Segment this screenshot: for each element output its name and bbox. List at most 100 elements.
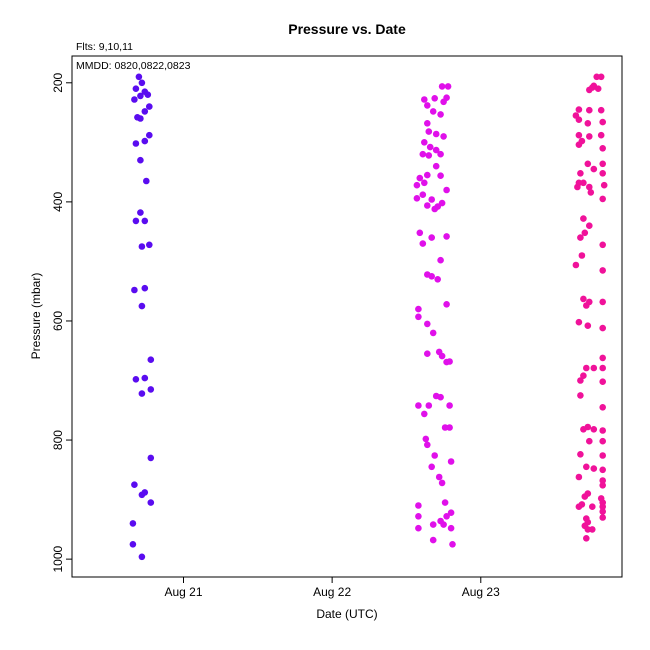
flight-3-point [599, 437, 606, 445]
flight-2-point [440, 133, 447, 140]
flight-2-point [431, 452, 439, 459]
flight-3-point [587, 189, 595, 196]
flight-3-point [581, 229, 589, 237]
flight-2-point [416, 174, 424, 182]
flight-3-point [589, 503, 596, 511]
flight-2-point [431, 95, 439, 102]
flight-1-point [132, 85, 140, 92]
flight-1-point [131, 481, 138, 489]
flight-1-point [132, 376, 140, 383]
flight-3-point [584, 322, 592, 330]
flight-2-point [440, 521, 447, 528]
flight-1-point [143, 177, 150, 185]
flight-3-point [584, 160, 592, 168]
flight-3-point [599, 298, 606, 306]
flight-2-point [421, 410, 428, 418]
flight-3-point [599, 354, 606, 362]
flight-3-point [597, 73, 605, 81]
flight-2-point [424, 202, 431, 209]
flight-3-point [599, 477, 606, 484]
flight-2-point [428, 234, 436, 241]
flight-3-point [599, 145, 606, 152]
flight-3-point [586, 86, 593, 94]
flight-3-point [599, 404, 606, 411]
flight-3-point [599, 364, 606, 372]
x-tick-label: Aug 22 [313, 585, 351, 599]
flight-2-point [438, 83, 446, 90]
flight-2-point [415, 305, 422, 313]
plot-frame [71, 55, 623, 578]
flight-3-point [580, 215, 587, 222]
flight-2-point [447, 524, 455, 532]
flight-2-point [432, 162, 440, 170]
flight-2-point [431, 205, 439, 213]
flight-2-point [424, 271, 431, 278]
flight-2-point [446, 402, 453, 409]
flight-3-point [586, 437, 593, 445]
y-axis: 200 400 600 800 1000 [51, 72, 72, 572]
flight-2-point [438, 352, 446, 360]
flight-1-point [141, 374, 149, 382]
flight-2-point [428, 463, 436, 471]
flight-3-point [583, 302, 590, 309]
flight-1-point [138, 553, 146, 561]
flight-2-point [425, 152, 433, 159]
flight-2-point [443, 358, 450, 366]
flight-2-point [419, 191, 427, 198]
flight-3-point [583, 535, 590, 542]
flight-3-point [599, 267, 606, 274]
chart-title: Pressure vs. Date [288, 21, 406, 37]
flight-2-point [446, 424, 453, 431]
flight-3-point [580, 295, 587, 303]
flight-1-point [141, 284, 149, 292]
flight-2-point [421, 139, 428, 146]
flight-1-point [138, 390, 146, 397]
flight-2-point [432, 146, 440, 154]
flight-2-point [413, 195, 421, 202]
flight-2-point [443, 301, 450, 308]
flight-2-point [444, 83, 452, 90]
flight-3-point [577, 234, 584, 241]
flight-2-point [435, 473, 443, 481]
flight-2-point [415, 402, 422, 409]
flight-3-point [599, 452, 606, 459]
flight-3-point [575, 503, 583, 511]
flight-2-point [425, 128, 433, 135]
flight-3-point [575, 473, 583, 481]
flight-2-point [424, 441, 431, 449]
y-tick-label: 400 [51, 192, 65, 212]
flight-3-point [575, 318, 583, 326]
flight-2-point [437, 393, 444, 401]
flight-1-point [141, 217, 149, 225]
flight-2-point [429, 536, 437, 544]
flight-3-point [599, 241, 606, 249]
flight-3-point [599, 503, 606, 511]
flight-2-point [438, 479, 446, 487]
flight-2-point [443, 186, 450, 194]
flight-2-point [443, 233, 450, 240]
flight-2-point [421, 179, 428, 187]
flight-1-point [137, 156, 144, 164]
flight-1-point [146, 131, 153, 139]
flight-1-point [138, 243, 146, 250]
flight-3-point [577, 392, 584, 399]
x-tick-label: Aug 23 [462, 585, 500, 599]
flight-2-point [440, 98, 447, 106]
flight-3-point [599, 118, 606, 126]
flight-1-point [138, 491, 146, 499]
flight-3-point [577, 377, 584, 384]
flight-3-point [580, 426, 587, 433]
flight-3-point [599, 160, 606, 168]
flight-2-point [428, 196, 436, 203]
flight-1-point [141, 108, 149, 115]
flight-3-point [600, 181, 608, 189]
flight-1-point [137, 115, 144, 122]
flight-3-point [586, 106, 593, 114]
flight-2-point [424, 120, 431, 127]
flight-3-point [575, 131, 583, 139]
flight-1-point [131, 286, 138, 294]
data-points [129, 73, 608, 561]
flight-3-point [599, 466, 606, 474]
flight-3-point [599, 170, 606, 177]
flight-2-point [413, 181, 421, 189]
